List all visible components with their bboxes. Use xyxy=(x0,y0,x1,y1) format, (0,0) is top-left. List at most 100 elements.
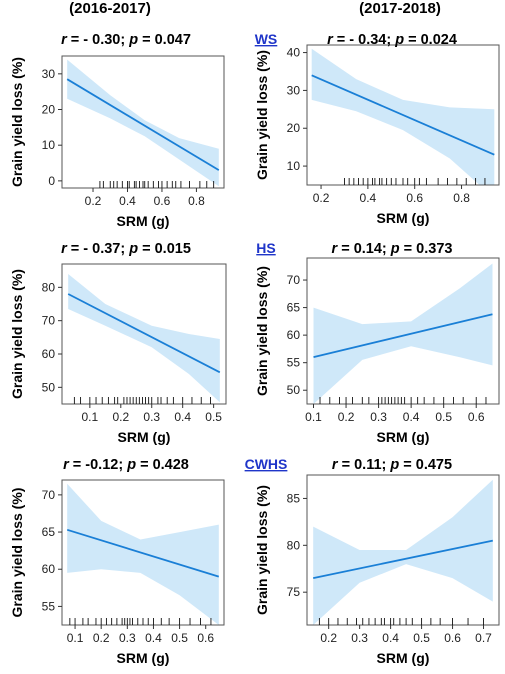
x-tick-label: 0.8 xyxy=(453,191,470,205)
y-tick-label: 55 xyxy=(287,356,301,370)
x-axis-label: SRM (g) xyxy=(377,210,430,226)
x-tick-label: 0.5 xyxy=(171,631,188,645)
confidence-band xyxy=(68,274,220,403)
x-tick-label: 0.3 xyxy=(119,631,136,645)
header-left: (2016-2017) xyxy=(69,0,151,17)
confidence-band xyxy=(67,59,219,187)
x-tick-label: 0.1 xyxy=(305,410,322,424)
chart-panel-4: 0.1 0.2 0.3 0.4 0.5 0.6 50 55 60 65 70 SRM (g) Grain… xyxy=(254,241,500,445)
x-tick-label: 0.2 xyxy=(320,631,337,645)
chart-panel-2: 0.2 0.4 0.6 0.8 10 20 30 40 SRM (g) Grain yield l… xyxy=(254,32,500,226)
y-axis-label: Grain yield loss (%) xyxy=(9,269,25,399)
y-tick-label: 60 xyxy=(42,562,56,576)
confidence-band xyxy=(311,48,495,185)
y-tick-label: 60 xyxy=(287,328,301,342)
x-axis-label: SRM (g) xyxy=(117,650,170,666)
regression-line xyxy=(66,528,220,578)
x-tick-label: 0.6 xyxy=(154,194,171,208)
regression-line xyxy=(313,539,493,580)
regression-line xyxy=(67,293,221,374)
x-tick-label: 0.4 xyxy=(403,410,420,424)
y-tick-label: 85 xyxy=(287,491,301,505)
y-tick-label: 20 xyxy=(287,121,301,135)
y-tick-label: 10 xyxy=(287,159,301,173)
x-tick-label: 0.4 xyxy=(382,631,399,645)
x-tick-label: 0.4 xyxy=(145,631,162,645)
x-tick-label: 0.5 xyxy=(413,631,430,645)
plot-frame xyxy=(306,474,500,626)
y-axis-label: Grain yield loss (%) xyxy=(254,266,270,396)
x-tick-label: 0.2 xyxy=(338,410,355,424)
y-axis-label: Grain yield loss (%) xyxy=(254,50,270,180)
x-tick-label: 0.4 xyxy=(360,191,377,205)
y-tick-label: 55 xyxy=(42,599,56,613)
confidence-band xyxy=(313,263,493,404)
x-tick-label: 0.1 xyxy=(82,410,99,424)
chart-panel-1: 0.2 0.4 0.6 0.8 0 10 20 30 SRM (g) Grain yield lo… xyxy=(9,31,277,229)
x-axis-label: SRM (g) xyxy=(118,429,171,445)
regression-line xyxy=(66,78,220,171)
x-axis-label: SRM (g) xyxy=(377,429,430,445)
x-tick-label: 0.3 xyxy=(351,631,368,645)
x-tick-label: 0.4 xyxy=(119,194,136,208)
x-tick-label: 0.3 xyxy=(370,410,387,424)
y-tick-label: 20 xyxy=(42,103,56,117)
y-tick-label: 70 xyxy=(42,314,56,328)
plot-frame xyxy=(306,257,500,405)
x-tick-label: 0.8 xyxy=(188,194,205,208)
chart-panel-3: 0.1 0.2 0.3 0.4 0.5 50 60 70 80 SRM (g) Grain yiel… xyxy=(9,240,276,445)
plot-frame xyxy=(61,263,227,405)
x-axis-label: SRM (g) xyxy=(117,213,170,229)
y-axis-label: Grain yield loss (%) xyxy=(9,57,25,187)
x-tick-label: 0.2 xyxy=(112,410,129,424)
x-axis-label: SRM (g) xyxy=(377,650,430,666)
y-tick-label: 30 xyxy=(42,67,56,81)
x-tick-label: 0.2 xyxy=(313,191,330,205)
confidence-band xyxy=(67,483,219,625)
x-tick-label: 0.3 xyxy=(143,410,160,424)
condition-label: CWHS xyxy=(245,456,288,472)
y-tick-label: 30 xyxy=(287,83,301,97)
x-tick-label: 0.7 xyxy=(475,631,492,645)
correlation-stat: r = - 0.37; p = 0.015 xyxy=(61,241,191,257)
condition-label: WS xyxy=(255,31,278,47)
chart-panel-5: 0.1 0.2 0.3 0.4 0.5 0.6 55 60 65 70 SRM (g) Grain y… xyxy=(9,456,287,666)
regression-line xyxy=(311,74,495,156)
x-tick-label: 0.5 xyxy=(205,410,222,424)
y-tick-label: 80 xyxy=(287,538,301,552)
y-tick-label: 0 xyxy=(48,174,55,188)
x-tick-label: 0.6 xyxy=(468,410,485,424)
x-tick-label: 0.6 xyxy=(444,631,461,645)
confidence-band xyxy=(313,479,493,625)
y-tick-label: 70 xyxy=(42,488,56,502)
x-tick-label: 0.1 xyxy=(67,631,84,645)
x-tick-label: 0.6 xyxy=(197,631,214,645)
correlation-stat: r = - 0.34; p = 0.024 xyxy=(327,32,457,48)
correlation-stat: r = 0.11; p = 0.475 xyxy=(332,457,452,473)
x-tick-label: 0.6 xyxy=(406,191,423,205)
y-tick-label: 65 xyxy=(287,301,301,315)
y-tick-label: 70 xyxy=(287,273,301,287)
x-tick-label: 0.4 xyxy=(174,410,191,424)
regression-line xyxy=(313,313,493,359)
y-axis-label: Grain yield loss (%) xyxy=(254,485,270,615)
correlation-stat: r = -0.12; p = 0.428 xyxy=(63,457,189,473)
y-tick-label: 75 xyxy=(287,585,301,599)
y-tick-label: 10 xyxy=(42,138,56,152)
y-tick-label: 50 xyxy=(42,380,56,394)
x-tick-label: 0.5 xyxy=(435,410,452,424)
y-axis-label: Grain yield loss (%) xyxy=(9,488,25,618)
header-right: (2017-2018) xyxy=(359,0,441,17)
x-tick-label: 0.2 xyxy=(93,631,110,645)
y-tick-label: 60 xyxy=(42,347,56,361)
y-tick-label: 50 xyxy=(287,383,301,397)
y-tick-label: 65 xyxy=(42,525,56,539)
correlation-stat: r = 0.14; p = 0.373 xyxy=(332,241,453,257)
chart-panels: 0.2 0.4 0.6 0.8 0 10 20 30 SRM (g) Grain yield lo… xyxy=(9,31,500,666)
y-tick-label: 80 xyxy=(42,280,56,294)
x-tick-label: 0.2 xyxy=(85,194,102,208)
y-tick-label: 40 xyxy=(287,46,301,60)
correlation-stat: r = - 0.30; p = 0.047 xyxy=(61,32,191,48)
chart-panel-6: 0.2 0.3 0.4 0.5 0.6 0.7 75 80 85 SRM (g) Grain yie… xyxy=(254,457,500,666)
